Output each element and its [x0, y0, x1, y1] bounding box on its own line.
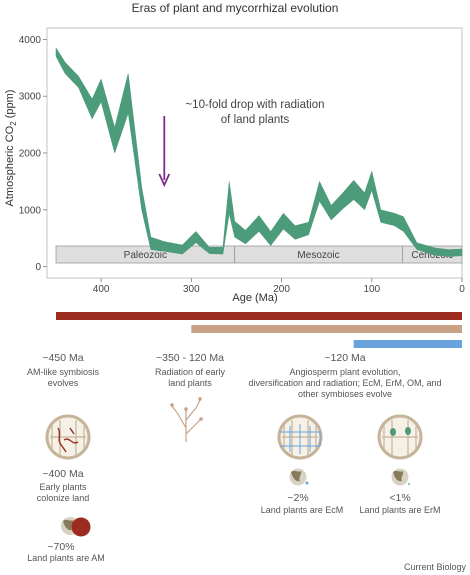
- desc-120-line2: diversification and radiation; EcM, ErM,…: [248, 378, 441, 388]
- erm-root-cells-icon: [377, 414, 423, 460]
- erm-percent: <1%: [389, 492, 410, 504]
- y-axis-label-main: Atmospheric CO: [4, 125, 16, 206]
- x-tick-label: 200: [273, 284, 290, 295]
- y-tick-label: 2000: [19, 149, 42, 160]
- erm-globe-icon: [391, 468, 410, 486]
- x-axis-label: Age (Ma): [232, 292, 277, 304]
- y-tick-label: 4000: [19, 35, 42, 46]
- desc-120-line3: other symbioses evolve: [298, 389, 392, 399]
- timeline-bar: [353, 340, 462, 348]
- y-axis-label: Atmospheric CO2 (ppm): [4, 90, 18, 207]
- desc-350-line2: land plants: [168, 378, 212, 388]
- ecm-root-cells-icon: [277, 414, 323, 460]
- era-boxes: Paleozoic Mesozoic Cenozoic: [55, 245, 463, 264]
- plot-border: [46, 27, 463, 279]
- timeline-bar: [191, 325, 462, 333]
- early-plants-icon: [170, 397, 203, 442]
- desc-120-line1: Angiosperm plant evolution,: [289, 367, 400, 377]
- y-axis-label-unit: (ppm): [4, 90, 16, 122]
- journal-credit: Current Biology: [404, 562, 467, 572]
- desc-450-line2: evolves: [48, 378, 79, 388]
- am-desc: Land plants are AM: [27, 553, 105, 563]
- ecm-globe-icon: [289, 468, 309, 486]
- desc-400-line1: Early plants: [39, 482, 87, 492]
- x-tick-label: 400: [93, 284, 110, 295]
- era-label: Mesozoic: [297, 250, 339, 261]
- desc-400-line2: colonize land: [37, 493, 90, 503]
- co2-band: [55, 47, 463, 257]
- timeline-bars: [56, 312, 463, 348]
- y-tick-label: 3000: [19, 92, 42, 103]
- arrow-head: [158, 173, 171, 188]
- chart-title: Eras of plant and mycorrhizal evolution: [132, 1, 339, 15]
- am-percent: ~70%: [47, 541, 74, 553]
- y-axis-label-subscript: 2: [9, 121, 18, 126]
- era-label: Paleozoic: [124, 250, 167, 261]
- ecm-desc: Land plants are EcM: [261, 505, 344, 515]
- am-globe-icon: [61, 517, 91, 537]
- annotation-line2: of land plants: [221, 114, 290, 126]
- erm-desc: Land plants are ErM: [359, 505, 440, 515]
- era-label: Cenozoic: [411, 250, 453, 261]
- y-axis-ticks: 0 1000 2000 3000 4000: [19, 35, 47, 273]
- age-450: ~450 Ma: [42, 352, 83, 364]
- ecm-percent: ~2%: [287, 492, 308, 504]
- timeline-bar: [56, 312, 463, 320]
- x-tick-label: 100: [363, 284, 380, 295]
- desc-450-line1: AM-like symbiosis: [27, 367, 100, 377]
- age-350-120: ~350 - 120 Ma: [156, 352, 224, 364]
- y-tick-label: 0: [35, 262, 41, 273]
- x-tick-label: 0: [459, 284, 465, 295]
- age-400: ~400 Ma: [42, 468, 83, 480]
- annotation-arrow: [158, 116, 171, 188]
- am-root-cells-icon: [45, 414, 91, 460]
- y-tick-label: 1000: [19, 205, 42, 216]
- desc-350-line1: Radiation of early: [155, 367, 226, 377]
- x-tick-label: 300: [183, 284, 200, 295]
- age-120: ~120 Ma: [324, 352, 365, 364]
- x-axis-ticks: 400 300 200 100 0: [93, 278, 465, 295]
- annotation-line1: ~10-fold drop with radiation: [185, 99, 324, 111]
